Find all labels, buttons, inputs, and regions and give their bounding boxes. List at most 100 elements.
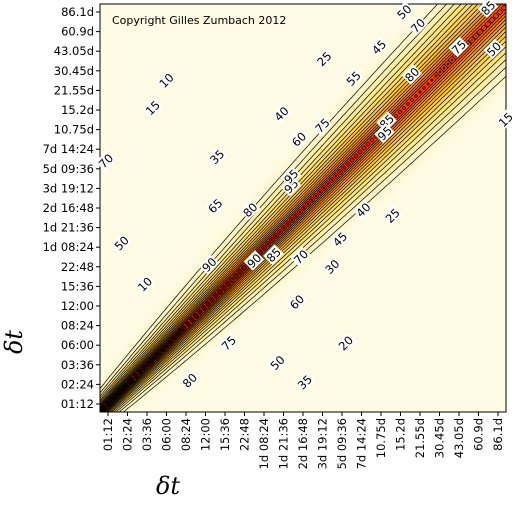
heatmap-cell bbox=[193, 172, 197, 176]
heatmap-cell bbox=[112, 172, 116, 176]
heatmap-cell bbox=[130, 184, 134, 188]
heatmap-cell bbox=[181, 163, 185, 167]
heatmap-cell bbox=[205, 250, 209, 254]
heatmap-cell bbox=[148, 40, 152, 44]
heatmap-cell bbox=[124, 13, 128, 17]
heatmap-cell bbox=[106, 28, 110, 32]
heatmap-cell bbox=[100, 259, 104, 263]
heatmap-cell bbox=[196, 388, 200, 392]
heatmap-cell bbox=[160, 100, 164, 104]
heatmap-cell bbox=[103, 97, 107, 101]
heatmap-cell bbox=[130, 193, 134, 197]
heatmap-cell bbox=[106, 325, 110, 329]
heatmap-cell bbox=[208, 169, 212, 173]
heatmap-cell bbox=[196, 385, 200, 389]
heatmap-cell bbox=[118, 16, 122, 20]
heatmap-cell bbox=[199, 49, 203, 53]
heatmap-cell bbox=[190, 70, 194, 74]
heatmap-cell bbox=[121, 157, 125, 161]
heatmap-cell bbox=[184, 163, 188, 167]
heatmap-cell bbox=[157, 238, 161, 242]
heatmap-cell bbox=[160, 139, 164, 143]
heatmap-cell bbox=[199, 406, 203, 410]
heatmap-cell bbox=[190, 226, 194, 230]
heatmap-cell bbox=[124, 4, 128, 8]
heatmap-cell bbox=[139, 265, 143, 269]
heatmap-cell bbox=[130, 46, 134, 50]
heatmap-cell bbox=[112, 82, 116, 86]
heatmap-cell bbox=[160, 382, 164, 386]
heatmap-cell bbox=[199, 184, 203, 188]
heatmap-cell bbox=[151, 52, 155, 56]
heatmap-cell bbox=[136, 292, 140, 296]
heatmap-cell bbox=[100, 349, 104, 353]
heatmap-cell bbox=[187, 166, 191, 170]
heatmap-cell bbox=[193, 136, 197, 140]
heatmap-cell bbox=[202, 151, 206, 155]
heatmap-cell bbox=[157, 43, 161, 47]
heatmap-cell bbox=[196, 73, 200, 77]
heatmap-cell bbox=[172, 28, 176, 32]
heatmap-cell bbox=[181, 100, 185, 104]
heatmap-cell bbox=[142, 262, 146, 266]
heatmap-cell bbox=[160, 49, 164, 53]
heatmap-cell bbox=[118, 103, 122, 107]
heatmap-cell bbox=[136, 157, 140, 161]
heatmap-cell bbox=[199, 61, 203, 65]
heatmap-cell bbox=[139, 187, 143, 191]
heatmap-cell bbox=[118, 337, 122, 341]
heatmap-cell bbox=[124, 301, 128, 305]
heatmap-cell bbox=[166, 205, 170, 209]
heatmap-cell bbox=[199, 214, 203, 218]
heatmap-cell bbox=[148, 313, 152, 317]
heatmap-cell bbox=[130, 148, 134, 152]
heatmap-cell bbox=[142, 130, 146, 134]
heatmap-cell bbox=[169, 403, 173, 407]
heatmap-cell bbox=[187, 367, 191, 371]
heatmap-cell bbox=[160, 283, 164, 287]
heatmap-cell bbox=[115, 52, 119, 56]
heatmap-cell bbox=[139, 256, 143, 260]
heatmap-cell bbox=[175, 403, 179, 407]
heatmap-cell bbox=[169, 61, 173, 65]
heatmap-cell bbox=[112, 262, 116, 266]
heatmap-cell bbox=[139, 340, 143, 344]
heatmap-cell bbox=[205, 73, 209, 77]
heatmap-cell bbox=[136, 55, 140, 59]
heatmap-cell bbox=[136, 208, 140, 212]
heatmap-cell bbox=[202, 373, 206, 377]
heatmap-cell bbox=[172, 46, 176, 50]
heatmap-cell bbox=[163, 166, 167, 170]
heatmap-cell bbox=[103, 148, 107, 152]
heatmap-cell bbox=[172, 154, 176, 158]
heatmap-cell bbox=[175, 376, 179, 380]
heatmap-cell bbox=[190, 136, 194, 140]
heatmap-cell bbox=[139, 235, 143, 239]
heatmap-cell bbox=[166, 151, 170, 155]
heatmap-cell bbox=[103, 292, 107, 296]
heatmap-cell bbox=[115, 364, 119, 368]
heatmap-cell bbox=[127, 16, 131, 20]
heatmap-cell bbox=[187, 10, 191, 14]
heatmap-cell bbox=[172, 115, 176, 119]
heatmap-cell bbox=[190, 250, 194, 254]
heatmap-cell bbox=[130, 322, 134, 326]
heatmap-cell bbox=[127, 313, 131, 317]
heatmap-cell bbox=[139, 313, 143, 317]
heatmap-cell bbox=[163, 10, 167, 14]
heatmap-cell bbox=[166, 268, 170, 272]
heatmap-cell bbox=[124, 172, 128, 176]
heatmap-cell bbox=[109, 13, 113, 17]
heatmap-cell bbox=[154, 79, 158, 83]
heatmap-cell bbox=[130, 73, 134, 77]
heatmap-cell bbox=[148, 259, 152, 263]
heatmap-cell bbox=[130, 349, 134, 353]
heatmap-cell bbox=[157, 136, 161, 140]
heatmap-cell bbox=[115, 385, 119, 389]
heatmap-cell bbox=[133, 241, 137, 245]
heatmap-cell bbox=[118, 352, 122, 356]
heatmap-cell bbox=[202, 229, 206, 233]
heatmap-cell bbox=[124, 166, 128, 170]
heatmap-cell bbox=[199, 373, 203, 377]
heatmap-cell bbox=[163, 220, 167, 224]
